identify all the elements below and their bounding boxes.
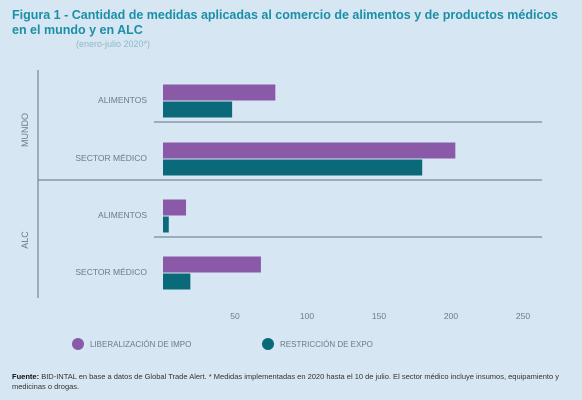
source-text: BID-INTAL en base a datos de Global Trad… xyxy=(12,372,559,391)
legend-swatch xyxy=(72,338,84,350)
category-label: SECTOR MÉDICO xyxy=(75,153,147,163)
bar xyxy=(163,273,191,290)
category-label: ALIMENTOS xyxy=(98,210,147,220)
figure-title: Cantidad de medidas aplicadas al comerci… xyxy=(12,8,559,37)
bar xyxy=(163,216,169,233)
chart-subtitle: (enero-julio 2020*) xyxy=(76,39,151,49)
bar xyxy=(163,159,423,176)
bar xyxy=(163,101,233,118)
group-label: ALC xyxy=(20,231,30,249)
source-note: Fuente: BID-INTAL en base a datos de Glo… xyxy=(12,372,572,392)
group-label: MUNDO xyxy=(20,113,30,147)
x-tick-label: 250 xyxy=(516,311,530,321)
legend-swatch xyxy=(262,338,274,350)
bar xyxy=(163,256,261,273)
source-label: Fuente: xyxy=(12,372,40,381)
category-label: SECTOR MÉDICO xyxy=(75,267,147,277)
x-tick-label: 150 xyxy=(372,311,386,321)
x-tick-label: 50 xyxy=(230,311,240,321)
category-label: ALIMENTOS xyxy=(98,95,147,105)
legend-label: LIBERALIZACIÓN DE IMPO xyxy=(90,340,191,349)
x-tick-label: 100 xyxy=(300,311,314,321)
bar xyxy=(163,142,456,159)
x-tick-label: 200 xyxy=(444,311,458,321)
bar xyxy=(163,84,276,101)
chart-title: Figura 1 - Cantidad de medidas aplicadas… xyxy=(12,8,572,38)
figure-label: Figura 1 - xyxy=(12,8,69,22)
bar xyxy=(163,199,187,216)
legend-label: RESTRICCIÓN DE EXPO xyxy=(280,340,373,349)
